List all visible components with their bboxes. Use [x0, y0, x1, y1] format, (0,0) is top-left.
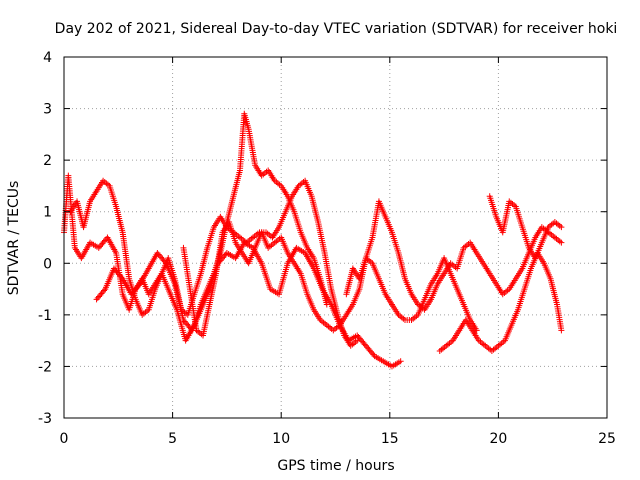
- data-point: [135, 282, 142, 289]
- plot-frame: [63, 56, 608, 419]
- x-tick-label: 10: [272, 431, 290, 447]
- data-point: [370, 351, 377, 358]
- series-track-g: [486, 193, 565, 262]
- x-tick-label: 25: [598, 431, 616, 447]
- y-tick-label: -1: [38, 308, 52, 324]
- x-tick-label: 5: [168, 431, 177, 447]
- x-tick-label: 15: [381, 431, 399, 447]
- series-track-e: [343, 198, 565, 313]
- data-point: [118, 274, 125, 281]
- x-tick-label: 20: [489, 431, 507, 447]
- y-tick-label: 0: [43, 256, 52, 272]
- y-tick-label: 2: [43, 153, 52, 169]
- series-track-b: [67, 177, 361, 349]
- data-point: [101, 287, 108, 294]
- y-tick-label: 1: [43, 205, 52, 221]
- data-point: [558, 327, 565, 334]
- y-tick-labels: -3 -2 -1 0 1 2 3 4: [38, 50, 52, 427]
- data-points: [61, 110, 565, 370]
- data-point: [397, 358, 404, 365]
- y-tick-label: 4: [43, 50, 52, 66]
- y-axis-title: SDTVAR / TECUs: [6, 181, 22, 296]
- data-point: [558, 239, 565, 246]
- series-track-c: [93, 239, 404, 370]
- data-point: [161, 258, 168, 265]
- series-track-f: [436, 249, 565, 354]
- y-tick-label: 3: [43, 102, 52, 118]
- x-axis-title: GPS time / hours: [277, 458, 394, 474]
- y-tick-label: -3: [38, 411, 52, 427]
- chart-title: Day 202 of 2021, Sidereal Day-to-day VTE…: [55, 21, 618, 37]
- x-tick-labels: 0 5 10 15 20 25: [60, 431, 616, 447]
- y-tick-label: -2: [38, 359, 52, 375]
- axis-ticks: [63, 56, 608, 419]
- x-tick-label: 0: [60, 431, 69, 447]
- data-point: [558, 224, 565, 231]
